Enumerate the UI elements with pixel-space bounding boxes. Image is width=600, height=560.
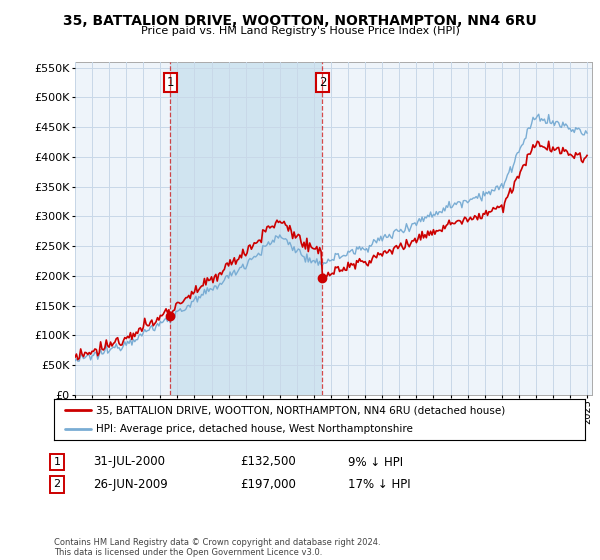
Text: £197,000: £197,000 [240,478,296,491]
Text: 2: 2 [319,76,326,89]
Text: 17% ↓ HPI: 17% ↓ HPI [348,478,410,491]
Text: 35, BATTALION DRIVE, WOOTTON, NORTHAMPTON, NN4 6RU (detached house): 35, BATTALION DRIVE, WOOTTON, NORTHAMPTO… [97,405,506,415]
Text: HPI: Average price, detached house, West Northamptonshire: HPI: Average price, detached house, West… [97,424,413,433]
Text: 26-JUN-2009: 26-JUN-2009 [93,478,168,491]
Text: 35, BATTALION DRIVE, WOOTTON, NORTHAMPTON, NN4 6RU: 35, BATTALION DRIVE, WOOTTON, NORTHAMPTO… [63,14,537,28]
Text: 1: 1 [53,457,61,467]
Text: Price paid vs. HM Land Registry's House Price Index (HPI): Price paid vs. HM Land Registry's House … [140,26,460,36]
Text: Contains HM Land Registry data © Crown copyright and database right 2024.
This d: Contains HM Land Registry data © Crown c… [54,538,380,557]
Text: 2: 2 [53,479,61,489]
Text: 31-JUL-2000: 31-JUL-2000 [93,455,165,469]
Text: £132,500: £132,500 [240,455,296,469]
Bar [170,62,322,395]
Text: 9% ↓ HPI: 9% ↓ HPI [348,455,403,469]
Text: 1: 1 [167,76,174,89]
